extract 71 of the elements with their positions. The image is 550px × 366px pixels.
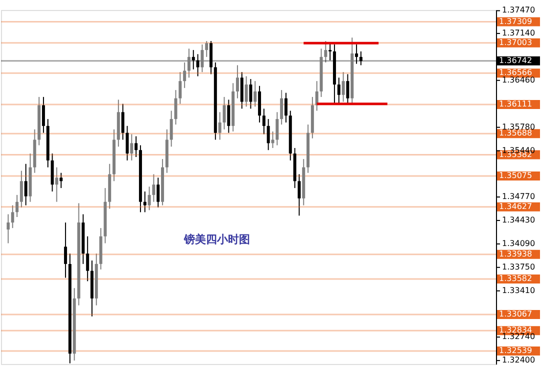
ref-line-label: 1.36111 — [499, 99, 532, 108]
candlestick — [342, 72, 345, 102]
candlestick — [298, 174, 301, 216]
candlestick — [183, 62, 186, 88]
candlestick — [178, 72, 182, 104]
candlestick — [152, 174, 156, 202]
candlestick — [244, 76, 248, 108]
ref-line-label: 1.35075 — [499, 170, 532, 180]
candlestick — [222, 96, 226, 130]
candlestick — [174, 90, 178, 126]
y-tick-label: 1.33750 — [502, 262, 536, 272]
candlestick — [6, 214, 10, 244]
candlestick — [346, 74, 350, 104]
y-tick-label: 1.35780 — [502, 122, 536, 132]
candlestick — [134, 136, 138, 158]
ref-line-label: 1.32539 — [499, 346, 532, 355]
candlestick — [249, 78, 252, 110]
candlestick — [271, 130, 274, 149]
ref-line-label: 1.36566 — [499, 68, 532, 78]
candlestick — [11, 204, 14, 229]
candlestick — [196, 54, 200, 77]
ref-line-label: 1.37309 — [499, 16, 532, 26]
candlestick — [284, 92, 288, 123]
candlestick — [64, 222, 68, 278]
candlestick — [60, 172, 63, 189]
candlestick — [55, 166, 58, 202]
candlestick — [262, 108, 266, 135]
candlestick — [126, 125, 129, 161]
ref-line-label: 1.36742 — [499, 56, 532, 65]
candlestick — [254, 80, 257, 108]
candlestick — [143, 190, 146, 213]
candlestick — [156, 177, 160, 208]
ref-line-label: 1.33582 — [499, 274, 532, 283]
candlestick — [86, 236, 90, 282]
candlestick — [187, 48, 190, 78]
y-tick-label: 1.32400 — [502, 356, 536, 365]
candlestick — [24, 163, 28, 206]
ref-line-label: 1.35688 — [499, 128, 532, 138]
candlestick — [355, 44, 358, 64]
ref-line-label: 1.33938 — [499, 249, 532, 258]
candlestick — [359, 50, 362, 66]
candlestick — [337, 77, 340, 104]
ref-line-label: 1.34627 — [499, 202, 532, 211]
candlestick — [280, 90, 284, 126]
candlestick — [192, 50, 195, 70]
candlestick — [205, 40, 208, 58]
candlestick — [236, 64, 239, 99]
y-tick-label: 1.33410 — [502, 286, 536, 295]
candlestick — [328, 42, 332, 61]
candlestick — [20, 170, 23, 208]
candlestick — [130, 134, 134, 161]
candlestick — [148, 186, 151, 211]
y-tick-label: 1.37140 — [502, 28, 536, 38]
annotation: 镑美四小时图 — [183, 233, 250, 246]
candlestick — [276, 112, 279, 146]
y-tick-label: 1.34430 — [502, 215, 536, 224]
candlestick — [200, 44, 204, 73]
candlestick — [170, 110, 173, 148]
candlestick — [16, 194, 19, 218]
candlestick — [42, 96, 45, 134]
y-tick-label: 1.37470 — [502, 6, 536, 15]
candlestick — [266, 118, 270, 151]
candlestick — [121, 103, 124, 140]
candlestick — [324, 40, 328, 63]
y-tick-label: 1.36460 — [502, 75, 536, 84]
y-tick-label: 1.34090 — [502, 238, 536, 248]
ref-line-label: 1.33067 — [499, 310, 532, 319]
candlestick — [218, 112, 222, 140]
y-tick-label: 1.34770 — [502, 192, 536, 202]
candlestick — [227, 99, 230, 134]
ref-line-label: 1.37003 — [499, 38, 532, 47]
